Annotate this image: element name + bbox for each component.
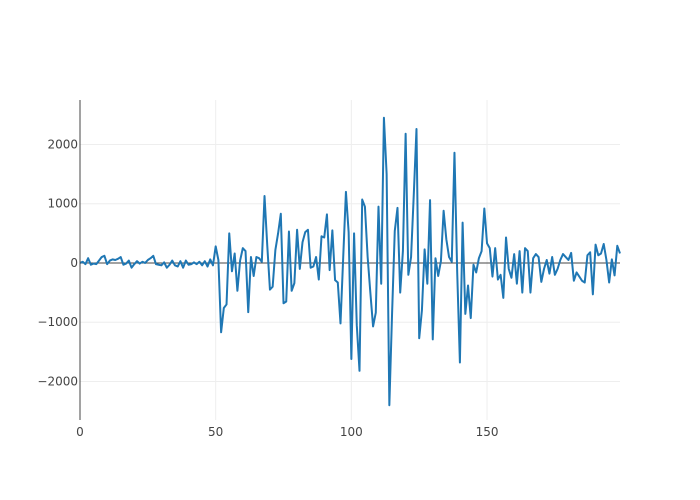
x-tick-label: 150 bbox=[476, 425, 499, 439]
x-tick-label: 50 bbox=[208, 425, 223, 439]
y-tick-label: −2000 bbox=[37, 374, 78, 388]
x-tick-label: 100 bbox=[340, 425, 363, 439]
x-tick-label: 0 bbox=[76, 425, 84, 439]
series-line bbox=[79, 116, 621, 407]
y-tick-label: 0 bbox=[70, 256, 78, 270]
x-tick-labels: 0 50 100 150 bbox=[76, 425, 498, 439]
y-tick-label: −1000 bbox=[37, 315, 78, 329]
x-gridlines bbox=[215, 100, 488, 420]
y-tick-label: 2000 bbox=[47, 137, 78, 151]
y-tick-label: 1000 bbox=[47, 197, 78, 211]
y-tick-labels: −2000 −1000 0 1000 2000 bbox=[37, 137, 78, 388]
